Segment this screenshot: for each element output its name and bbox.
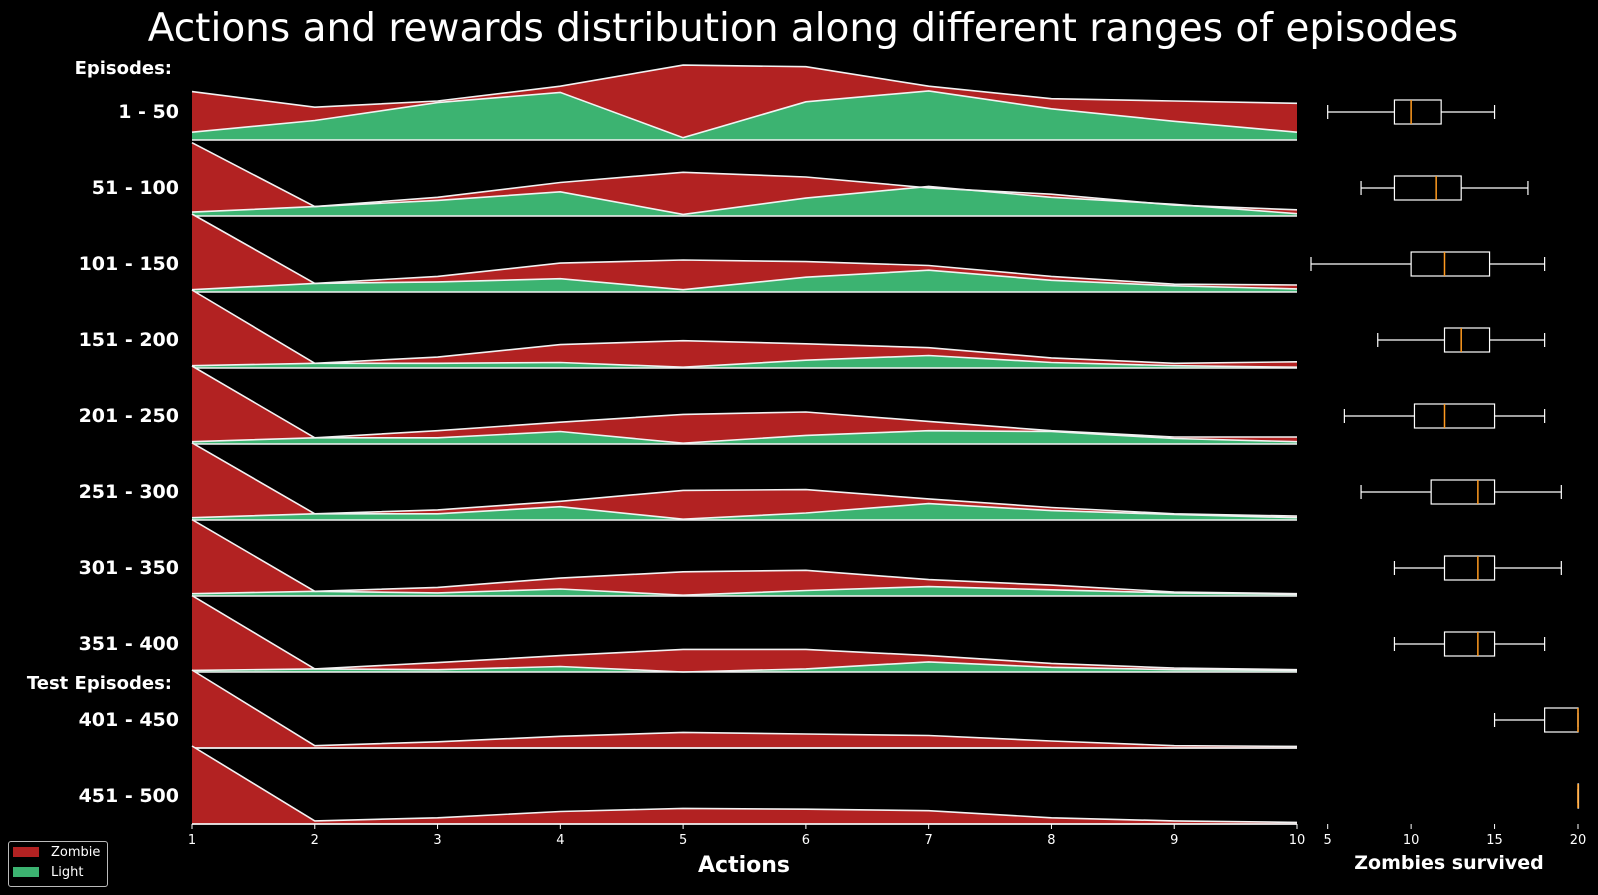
light-area-201-250 [192, 430, 1297, 444]
group-header-train: Episodes: [75, 58, 172, 79]
light-line-251-300 [191, 502, 1298, 521]
box-iqr-301-350 [1443, 555, 1496, 581]
zombie-area-451-500 [192, 746, 1297, 824]
light-area-151-200 [192, 355, 1297, 368]
zombie-line-201-250 [191, 365, 1297, 439]
zombie-area-151-200 [192, 290, 1297, 368]
zombie-area-201-250 [192, 366, 1297, 444]
zombie-line-401-450 [191, 669, 1298, 748]
group-header-test: Test Episodes: [27, 673, 172, 694]
range-label-151-200: 151 - 200 [79, 329, 179, 351]
range-label-351-400: 351 - 400 [79, 633, 179, 655]
zombie-line-101-150 [191, 213, 1298, 286]
zombie-line-251-300 [191, 442, 1298, 517]
box-iqr-1-50 [1393, 99, 1442, 125]
range-label-251-300: 251 - 300 [79, 481, 179, 503]
range-label-451-500: 451 - 500 [79, 785, 179, 807]
light-line-201-250 [191, 429, 1298, 445]
legend-label-zombie: Zombie [51, 844, 101, 860]
legend: Zombie Light [8, 841, 108, 887]
x-tick-label-8: 8 [1047, 833, 1055, 848]
legend-item-zombie: Zombie [9, 842, 107, 862]
x-tick-label-10: 10 [1289, 833, 1306, 848]
box-iqr-401-450 [1544, 707, 1579, 733]
box-iqr-351-400 [1443, 631, 1496, 657]
zombie-line-151-200 [191, 289, 1298, 365]
range-label-401-450: 401 - 450 [79, 709, 179, 731]
box-axis-label: Zombies survived [1354, 852, 1544, 874]
x-tick-label-4: 4 [556, 833, 564, 848]
x-tick-label-6: 6 [802, 833, 810, 848]
range-label-51-100: 51 - 100 [92, 177, 179, 199]
legend-item-light: Light [9, 862, 107, 882]
zombie-line-51-100 [191, 141, 1298, 211]
box-tick-label-10: 10 [1403, 833, 1420, 848]
zombie-area-401-450 [192, 670, 1297, 748]
box-iqr-51-100 [1393, 175, 1462, 201]
light-line-1-50 [191, 90, 1298, 139]
range-label-301-350: 301 - 350 [79, 557, 179, 579]
light-area-251-300 [192, 503, 1297, 520]
zombie-area-351-400 [192, 595, 1297, 672]
x-tick-label-1: 1 [188, 833, 196, 848]
box-tick-label-5: 5 [1324, 833, 1332, 848]
box-iqr-101-150 [1410, 251, 1491, 277]
light-area-51-100 [192, 186, 1297, 216]
range-label-1-50: 1 - 50 [118, 101, 179, 123]
x-tick-label-2: 2 [311, 833, 319, 848]
x-tick-label-5: 5 [679, 833, 687, 848]
legend-swatch-light [13, 867, 39, 877]
zombie-area-301-350 [192, 519, 1297, 596]
light-line-51-100 [191, 185, 1298, 216]
box-tick-label-20: 20 [1570, 833, 1587, 848]
light-line-301-350 [191, 585, 1298, 597]
x-axis-label: Actions [698, 853, 790, 878]
light-line-101-150 [191, 269, 1298, 291]
legend-swatch-zombie [13, 847, 39, 857]
zombie-line-1-50 [191, 64, 1298, 109]
light-area-1-50 [192, 90, 1297, 140]
zombie-line-351-400 [191, 594, 1298, 671]
zombie-line-301-350 [191, 518, 1298, 595]
x-tick-label-9: 9 [1170, 833, 1178, 848]
range-label-101-150: 101 - 150 [79, 253, 179, 275]
light-line-151-200 [191, 354, 1298, 369]
light-line-351-400 [191, 661, 1298, 673]
zombie-line-451-500 [191, 745, 1298, 824]
x-tick-label-7: 7 [925, 833, 933, 848]
box-iqr-251-300 [1430, 479, 1496, 505]
light-area-301-350 [192, 586, 1297, 596]
chart-title: Actions and rewards distribution along d… [148, 6, 1459, 51]
box-iqr-201-250 [1413, 403, 1496, 429]
x-tick-label-3: 3 [433, 833, 441, 848]
legend-label-light: Light [51, 864, 84, 880]
box-tick-label-15: 15 [1486, 833, 1503, 848]
light-area-101-150 [192, 270, 1297, 292]
box-iqr-151-200 [1443, 327, 1491, 353]
range-label-201-250: 201 - 250 [79, 405, 179, 427]
zombie-area-251-300 [192, 442, 1297, 520]
